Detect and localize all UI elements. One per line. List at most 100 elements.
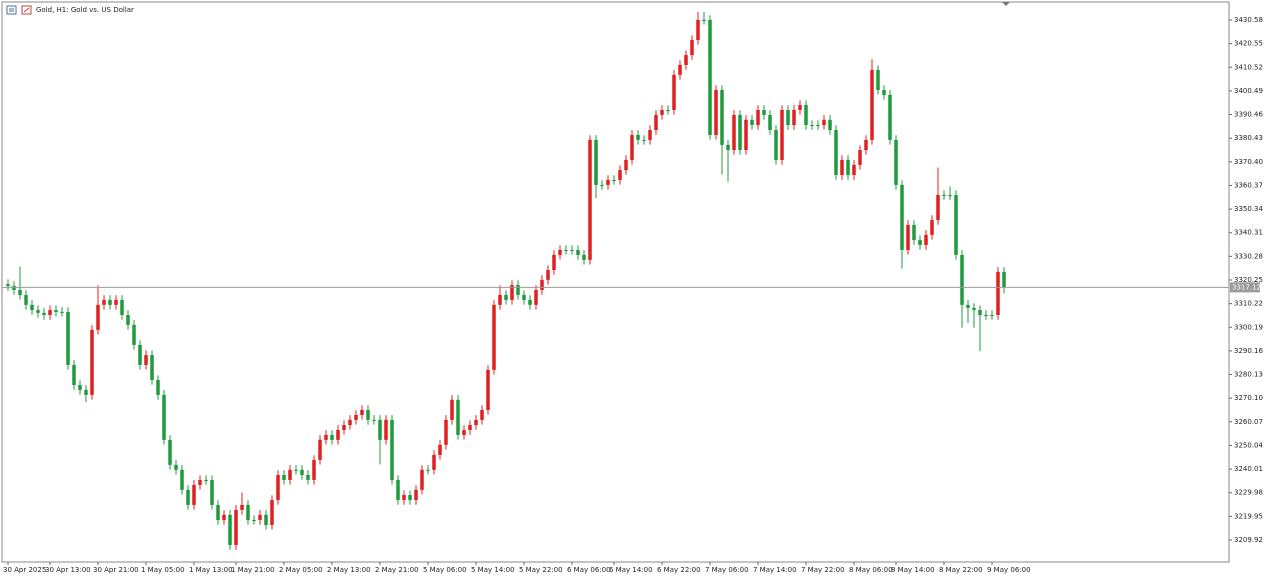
candle-body <box>552 254 556 270</box>
candle-body <box>12 286 16 291</box>
candle-body <box>720 89 724 145</box>
candle-body <box>408 495 412 500</box>
candle-body <box>204 479 208 481</box>
candle-body <box>684 55 688 65</box>
candle-body <box>276 474 280 500</box>
candle-body <box>876 69 880 90</box>
candle-body <box>396 479 400 500</box>
candle-body <box>648 130 652 140</box>
candle-body <box>678 64 682 75</box>
candle-body <box>906 224 910 250</box>
candle-body <box>462 429 466 435</box>
candle-body <box>630 134 634 160</box>
candle-body <box>588 139 592 260</box>
y-tick-label: 3370.40 <box>1234 158 1263 166</box>
candle-body <box>774 130 778 160</box>
candle-body <box>348 419 352 426</box>
candle-body <box>126 314 130 325</box>
y-tick-label: 3270.10 <box>1234 394 1263 402</box>
x-tick-label: 2 May 21:00 <box>375 566 419 574</box>
price-label-box <box>1230 282 1260 293</box>
candle-body <box>144 355 148 365</box>
candle-body <box>528 299 532 305</box>
x-tick-label: 5 May 14:00 <box>471 566 515 574</box>
y-tick-label: 3390.46 <box>1234 111 1263 119</box>
candle-body <box>198 479 202 485</box>
candle-body <box>450 399 454 420</box>
x-tick-label: 30 Apr 2025 <box>3 566 46 574</box>
candle-body <box>228 514 232 545</box>
x-tick-label: 7 May 14:00 <box>753 566 797 574</box>
candle-body <box>852 164 856 176</box>
y-tick-label: 3229.98 <box>1234 489 1263 497</box>
candle-body <box>966 304 970 308</box>
candle-body <box>6 284 10 287</box>
candle-body <box>402 495 406 500</box>
candle-body <box>570 249 574 251</box>
candle-body <box>162 394 166 440</box>
x-tick-label: 1 May 13:00 <box>189 566 233 574</box>
candle-body <box>618 170 622 180</box>
y-tick-label: 3380.43 <box>1234 134 1263 142</box>
candle-body <box>54 310 58 312</box>
candle-body <box>564 249 568 251</box>
x-tick-label: 2 May 05:00 <box>279 566 323 574</box>
y-tick-label: 3410.52 <box>1234 63 1263 71</box>
candle-body <box>312 459 316 480</box>
y-tick-label: 3420.55 <box>1234 40 1263 48</box>
candle-body <box>270 499 274 525</box>
candle-body <box>138 344 142 365</box>
candle-body <box>972 307 976 311</box>
candle-body <box>156 380 160 395</box>
candle-body <box>498 294 502 305</box>
candle-body <box>456 399 460 435</box>
candle-body <box>234 509 238 545</box>
candle-body <box>930 220 934 235</box>
candle-body <box>522 294 526 300</box>
candle-body <box>336 429 340 440</box>
candle-body <box>366 409 370 420</box>
candle-body <box>840 159 844 176</box>
candle-body <box>174 464 178 470</box>
plot-frame <box>1 1 1230 563</box>
candle-body <box>990 314 994 316</box>
candle-body <box>18 290 22 295</box>
x-tick-label: 30 Apr 13:00 <box>45 566 91 574</box>
x-tick-label: 6 May 14:00 <box>609 566 653 574</box>
x-tick-label: 6 May 06:00 <box>567 566 611 574</box>
candle-body <box>168 439 172 465</box>
candle-body <box>762 109 766 115</box>
candle-body <box>420 469 424 490</box>
y-tick-label: 3260.07 <box>1234 418 1263 426</box>
x-tick-label: 1 May 21:00 <box>231 566 275 574</box>
candle-body <box>486 369 490 410</box>
candle-body <box>258 514 262 521</box>
candle-body <box>24 294 28 305</box>
candle-body <box>222 514 226 521</box>
candle-body <box>690 39 694 56</box>
candle-body <box>210 479 214 505</box>
y-tick-label: 3330.28 <box>1234 252 1263 260</box>
candle-body <box>732 114 736 151</box>
candle-body <box>468 425 472 430</box>
candle-body <box>510 285 514 300</box>
candle-body <box>492 304 496 370</box>
candle-body <box>846 159 850 176</box>
candle-body <box>384 419 388 440</box>
y-tick-label: 3400.49 <box>1234 87 1263 95</box>
candle-body <box>642 139 646 141</box>
x-tick-label: 7 May 22:00 <box>801 566 845 574</box>
candle-body <box>744 119 748 151</box>
candle-body <box>180 469 184 490</box>
candle-body <box>66 311 70 365</box>
candle-body <box>48 310 52 315</box>
x-tick-label: 2 May 13:00 <box>327 566 371 574</box>
candle-body <box>504 294 508 300</box>
candle-body <box>372 419 376 421</box>
candle-body <box>150 355 154 381</box>
candle-body <box>780 109 784 160</box>
candle-body <box>942 195 946 197</box>
symbol-icon <box>6 5 32 15</box>
candle-body <box>96 304 100 330</box>
